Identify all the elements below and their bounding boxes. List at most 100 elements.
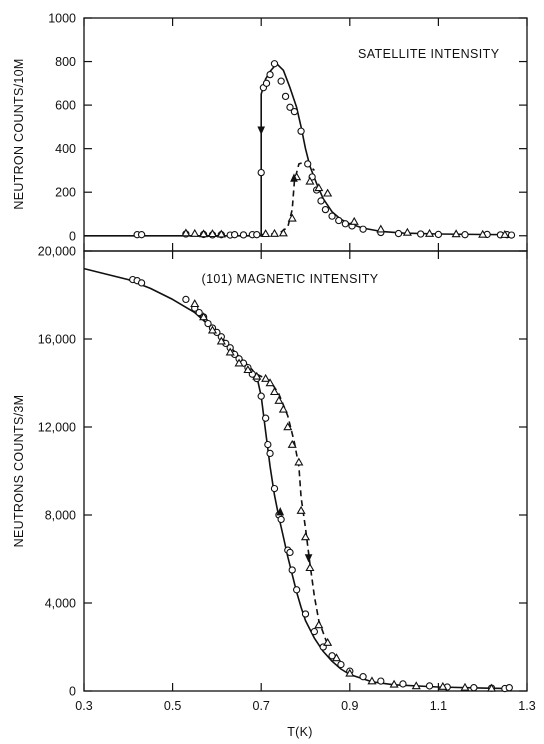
triangle-point: [305, 563, 315, 572]
triangle-point: [283, 422, 293, 431]
triangle-point: [402, 227, 412, 236]
circle-point: [394, 229, 403, 238]
y-tick-label: 12,000: [38, 421, 76, 435]
bottom-lines: [83, 267, 510, 690]
triangle-point: [207, 229, 218, 238]
arrow-down-icon: [257, 126, 266, 135]
circle-point: [335, 216, 343, 225]
top-ticks: 0 200 400 600 800 1000: [48, 12, 528, 251]
y-tick-label: 20,000: [38, 245, 76, 259]
bottom-ticks: 0 4,000 8,000 12,000 16,000 20,000 0.3 0.5 0.7 0.…: [38, 245, 536, 714]
triangle-point: [376, 224, 386, 233]
circle-point: [277, 515, 285, 524]
triangle-point: [314, 620, 324, 629]
triangle-point: [460, 682, 470, 691]
triangle-point: [261, 373, 271, 382]
triangle-point: [269, 228, 280, 237]
triangle-point: [305, 176, 315, 185]
top-annotation: SATELLITE INTENSITY: [358, 47, 500, 61]
circle-point: [434, 230, 443, 239]
circle-point: [288, 566, 296, 574]
circle-point: [277, 77, 285, 85]
panel-top: 0 200 400 600 800 1000 SATELLITE INTENSITY NE…: [12, 12, 528, 252]
circle-point: [204, 319, 212, 328]
series-line-solid: [84, 62, 514, 237]
circle-point: [195, 308, 203, 317]
y-tick-label: 600: [55, 99, 76, 113]
x-tick-label: 0.5: [164, 699, 181, 713]
circle-point: [230, 231, 239, 239]
y-tick-label: 4,000: [45, 597, 76, 611]
arrow-up-icon: [290, 173, 298, 182]
triangle-point: [261, 229, 271, 238]
series-line-dashed: [261, 160, 315, 236]
triangle-point: [296, 505, 306, 514]
x-tick-label: 1.3: [518, 699, 535, 713]
circle-point: [317, 197, 325, 205]
triangle-point: [243, 365, 253, 374]
circle-point: [377, 677, 385, 685]
circle-point: [417, 230, 425, 238]
triangle-point: [500, 229, 510, 238]
triangle-point: [181, 228, 191, 237]
top-y-axis-label: NEUTRON COUNTS/10M: [12, 58, 26, 209]
circle-point: [257, 392, 265, 400]
triangle-point: [216, 336, 226, 345]
y-tick-label: 1000: [48, 12, 76, 26]
circle-point: [507, 231, 516, 239]
circle-point: [310, 627, 319, 636]
triangle-point: [451, 229, 461, 238]
triangle-point: [216, 229, 226, 238]
triangle-point: [190, 228, 200, 237]
y-tick-label: 16,000: [38, 333, 76, 347]
triangle-point: [349, 216, 359, 225]
circle-point: [359, 673, 367, 681]
top-lines: [84, 62, 514, 237]
circle-point: [461, 231, 469, 239]
triangle-point: [411, 681, 421, 690]
triangle-point: [207, 325, 218, 334]
circle-point: [341, 220, 350, 228]
circle-point: [292, 586, 301, 594]
x-tick-label: 0.7: [253, 699, 270, 713]
x-tick-label: 1.1: [430, 699, 447, 713]
circle-point: [137, 231, 146, 239]
series-line-solid: [83, 267, 510, 690]
y-tick-label: 0: [69, 229, 76, 243]
x-tick-label: 0.9: [341, 699, 358, 713]
triangle-point: [323, 188, 333, 197]
bottom-markers: [129, 275, 513, 693]
triangle-point: [389, 679, 399, 688]
triangle-point: [234, 358, 244, 367]
y-tick-label: 0: [69, 685, 76, 699]
arrow-up-icon: [276, 507, 285, 516]
triangle-point: [314, 183, 324, 192]
triangle-point: [199, 229, 209, 238]
triangle-point: [487, 683, 497, 692]
triangle-point: [199, 312, 209, 321]
triangle-point: [300, 532, 311, 541]
x-axis-label: T(K): [287, 725, 313, 739]
circle-point: [262, 79, 271, 87]
circle-point: [266, 70, 274, 79]
circle-point: [321, 205, 330, 214]
circle-point: [470, 684, 478, 692]
y-tick-label: 800: [55, 55, 76, 69]
triangle-point: [278, 404, 288, 413]
circle-point: [261, 414, 270, 422]
top-markers: [133, 60, 516, 239]
circle-point: [425, 682, 434, 690]
panel-bottom: 0 4,000 8,000 12,000 16,000 20,000 0.3 0.5 0.7 0.…: [12, 245, 536, 740]
triangle-point: [269, 387, 280, 396]
triangle-point: [287, 439, 297, 448]
triangle-point: [345, 668, 355, 677]
circle-point: [297, 127, 305, 135]
circle-point: [266, 449, 274, 458]
circle-point: [182, 295, 190, 304]
triangle-point: [225, 347, 235, 356]
y-tick-label: 200: [55, 186, 76, 200]
triangle-point: [252, 371, 262, 380]
triangle-point: [294, 457, 304, 466]
x-tick-label: 0.3: [75, 699, 92, 713]
circle-point: [399, 680, 407, 688]
